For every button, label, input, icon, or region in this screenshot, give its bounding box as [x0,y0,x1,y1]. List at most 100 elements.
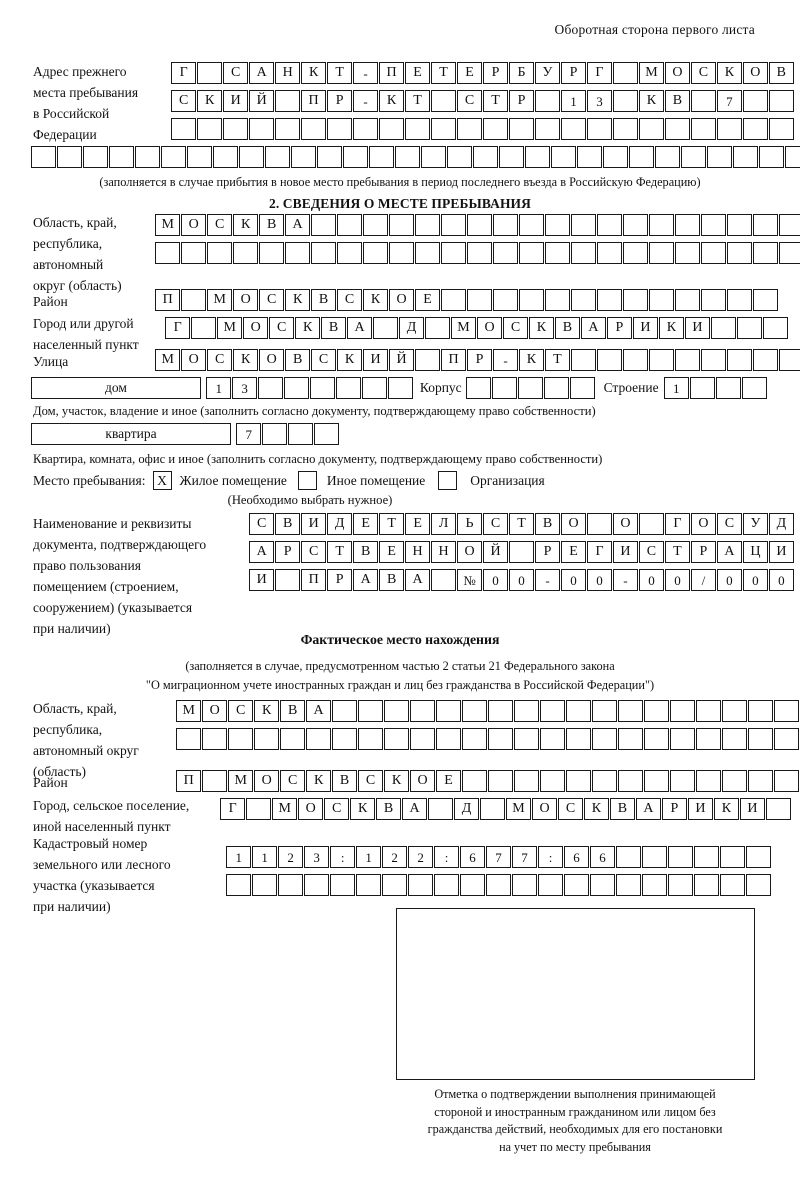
prev-address-cell-18[interactable] [612,90,639,112]
document-cell-9[interactable]: № [456,569,483,591]
document-cell-14[interactable]: Г [586,541,613,563]
actual-city-cell-14[interactable]: С [557,798,584,820]
cadastral-cell-20[interactable] [719,846,746,868]
actual-district-cell-20[interactable] [669,770,696,792]
actual-region-cell-1[interactable] [176,728,202,750]
region-cell-11[interactable] [414,214,441,236]
prev-address-cell-16[interactable]: Р [560,62,587,84]
actual-district-cell-9[interactable]: К [383,770,410,792]
house-cell-8[interactable] [387,377,414,399]
street-cell-15[interactable]: К [518,349,545,371]
region-cell-14[interactable] [492,242,519,264]
stroenie-cell-3[interactable] [715,377,741,399]
street-cell-11[interactable] [414,349,441,371]
actual-city-cell-18[interactable]: Р [661,798,688,820]
district-cell-15[interactable] [518,289,545,311]
actual-region-cell-7[interactable] [331,700,358,722]
document-cell-14[interactable]: 0 [586,569,613,591]
region-cell-9[interactable] [362,242,389,264]
prev-address-cell-7[interactable]: Р [326,90,353,112]
cadastral-cell-14[interactable] [563,874,590,896]
prev-address-cell-2[interactable] [56,146,83,168]
prev-address-cell-14[interactable]: Р [508,90,535,112]
district-cell-13[interactable] [466,289,493,311]
region-cell-2[interactable] [180,242,207,264]
actual-city-cell-2[interactable] [245,798,272,820]
cadastral-cell-4[interactable]: 3 [303,846,330,868]
actual-region-cell-23[interactable] [747,728,774,750]
actual-region-cell-10[interactable] [409,700,436,722]
document-cell-18[interactable]: О [690,513,717,535]
document-cell-21[interactable]: 0 [768,569,795,591]
prev-address-cell-9[interactable] [378,118,405,140]
prev-address-cell-8[interactable]: - [352,62,379,84]
actual-city-cell-3[interactable]: М [271,798,298,820]
stroenie-cell-4[interactable] [741,377,767,399]
cadastral-cell-1[interactable]: 1 [226,846,252,868]
region-cell-9[interactable] [362,214,389,236]
prev-address-cell-12[interactable] [456,118,483,140]
actual-city-cell-9[interactable] [427,798,454,820]
actual-district-cell-24[interactable] [773,770,800,792]
document-cell-7[interactable]: Н [404,541,431,563]
city-cell-14[interactable]: С [502,317,529,339]
document-cell-10[interactable]: С [482,513,509,535]
prev-address-cell-14[interactable] [368,146,395,168]
prev-address-cell-9[interactable] [238,146,265,168]
region-cell-19[interactable] [622,214,649,236]
flat-cell-1[interactable]: 7 [236,423,262,445]
city-cell-23[interactable] [736,317,763,339]
document-cell-20[interactable]: Ц [742,541,769,563]
actual-district-cell-19[interactable] [643,770,670,792]
prev-address-cell-24[interactable] [768,118,795,140]
prev-address-cell-4[interactable]: А [248,62,275,84]
actual-region-cell-3[interactable]: С [227,700,254,722]
document-cell-19[interactable]: 0 [716,569,743,591]
prev-address-cell-13[interactable]: Т [482,90,509,112]
prev-address-cell-12[interactable]: С [456,90,483,112]
prev-address-cell-5[interactable] [274,90,301,112]
prev-address-cell-7[interactable] [326,118,353,140]
actual-region-cell-11[interactable] [435,700,462,722]
actual-district-cell-13[interactable] [487,770,514,792]
district-cell-19[interactable] [622,289,649,311]
document-row-3[interactable]: И П Р А В А № 0 0-0 0-0 0/0 0 0 [249,569,795,591]
korpus-cell-1[interactable] [465,377,492,399]
actual-city-cell-4[interactable]: О [297,798,324,820]
actual-city-cell-16[interactable]: В [609,798,636,820]
document-cell-12[interactable]: Р [534,541,561,563]
region-cell-7[interactable] [310,214,337,236]
region-cell-1[interactable]: М [155,214,181,236]
prev-address-cell-1[interactable] [171,118,197,140]
prev-address-cell-1[interactable]: С [171,90,197,112]
stroenie-cell-1[interactable]: 1 [663,377,689,399]
house-cell-2[interactable]: 3 [231,377,258,399]
region-cell-20[interactable] [648,214,675,236]
prev-address-cell-12[interactable] [316,146,343,168]
city-cell-11[interactable] [424,317,451,339]
region-cell-8[interactable] [336,214,363,236]
actual-region-cell-17[interactable] [591,728,618,750]
district-cell-24[interactable] [752,289,779,311]
actual-region-cell-4[interactable] [253,728,280,750]
street-cell-2[interactable]: О [180,349,207,371]
document-cell-17[interactable]: Г [664,513,691,535]
document-cell-2[interactable]: Р [274,541,301,563]
prev-address-cell-21[interactable]: С [690,62,717,84]
prev-address-cell-16[interactable] [420,146,447,168]
actual-region-cell-21[interactable] [695,728,722,750]
korpus-cell-3[interactable] [517,377,544,399]
actual-region-cell-9[interactable] [383,728,410,750]
prev-address-cell-10[interactable]: Е [404,62,431,84]
actual-region-cell-12[interactable] [461,728,488,750]
actual-city-cell-13[interactable]: О [531,798,558,820]
document-cell-1[interactable]: С [249,513,275,535]
actual-region-cell-24[interactable] [773,700,800,722]
cadastral-cell-5[interactable]: : [329,846,356,868]
region-cell-6[interactable] [284,242,311,264]
